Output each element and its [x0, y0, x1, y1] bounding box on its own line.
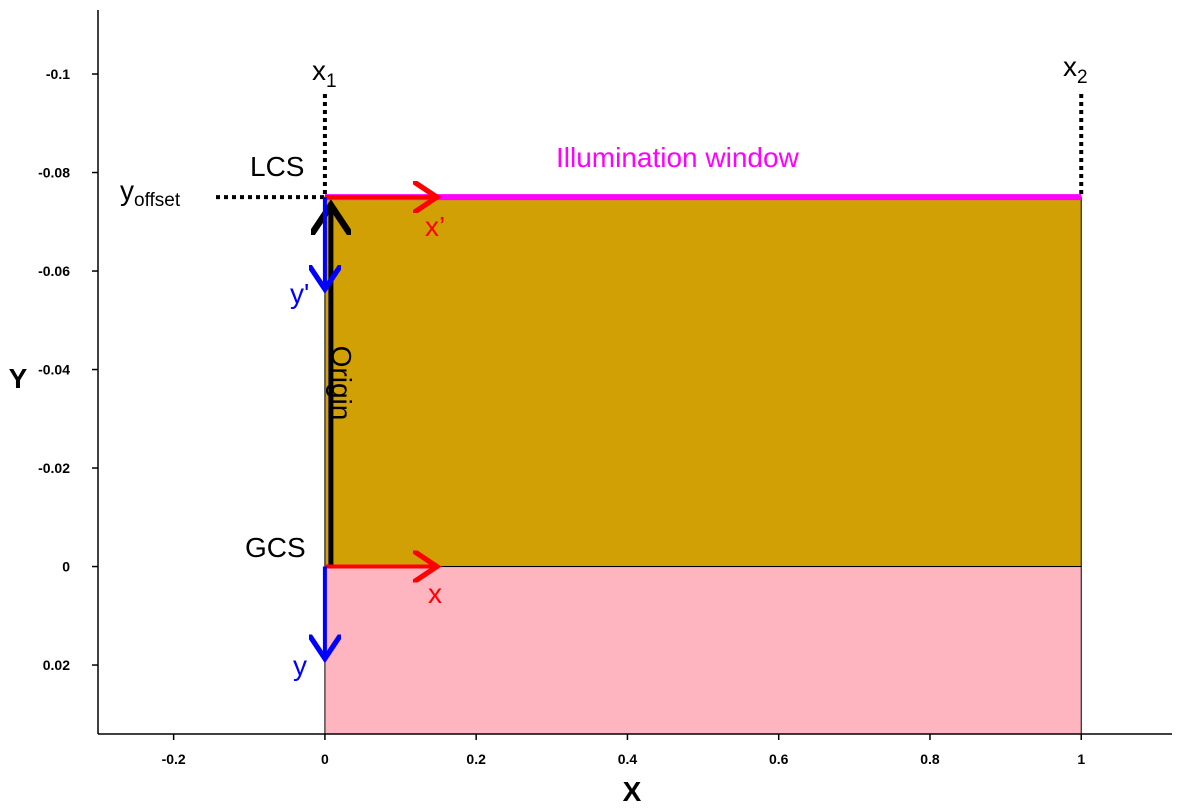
- gcs-x-label: x: [428, 578, 442, 609]
- x-tick-label: 1: [1077, 751, 1085, 767]
- y-tick-label: -0.04: [38, 362, 70, 378]
- x-axis-title: X: [623, 776, 642, 807]
- x-tick-label: 0.8: [920, 751, 940, 767]
- x-axis-ticks: -0.2 0 0.2 0.4 0.6 0.8 1: [162, 734, 1085, 767]
- x-prime-label: x’: [425, 211, 445, 242]
- y-prime-label: y': [290, 278, 309, 309]
- x-tick-label: 0.6: [769, 751, 789, 767]
- lcs-label: LCS: [250, 151, 304, 182]
- x-tick-label: 0: [321, 751, 329, 767]
- y-tick-label: -0.08: [38, 165, 70, 181]
- y-axis-title: Y: [9, 363, 28, 394]
- y-axis-ticks: -0.1 -0.08 -0.06 -0.04 -0.02 0 0.02: [38, 66, 98, 673]
- x1-label: x1: [312, 55, 337, 92]
- y-offset-label: yoffset: [120, 175, 181, 211]
- y-tick-label: -0.06: [38, 263, 70, 279]
- x2-label: x2: [1063, 51, 1088, 88]
- y-tick-label: 0.02: [43, 657, 70, 673]
- illumination-window-label: Illumination window: [556, 142, 800, 173]
- x-tick-label: -0.2: [162, 751, 186, 767]
- gold-region: [324, 196, 1082, 568]
- x-tick-label: 0.4: [618, 751, 638, 767]
- pink-region: [324, 566, 1082, 735]
- gcs-label: GCS: [245, 532, 306, 563]
- origin-label: Origin: [326, 346, 357, 421]
- y-tick-label: -0.1: [46, 66, 70, 82]
- gcs-y-label: y: [293, 650, 307, 681]
- y-tick-label: -0.02: [38, 460, 70, 476]
- x-tick-label: 0.2: [466, 751, 486, 767]
- y-tick-label: 0: [62, 559, 70, 575]
